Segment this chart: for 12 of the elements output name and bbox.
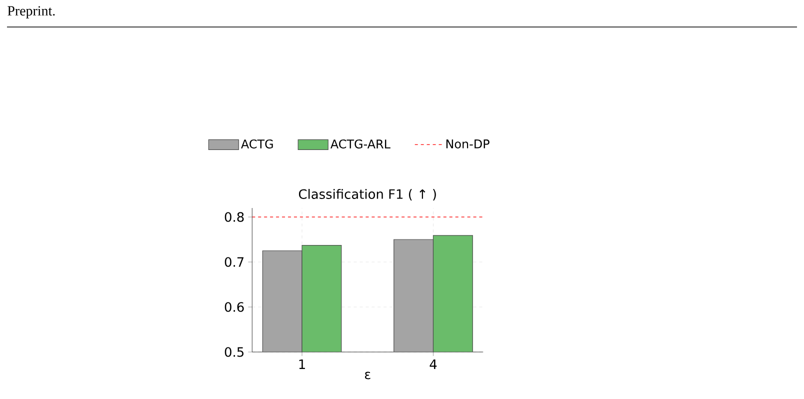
x-axis-title: ε [364,372,370,380]
text: Preprint. [8,6,55,18]
y-tick-label: 0.7 [224,257,244,267]
legend-label: ACTG-ARL [330,139,390,149]
legend-label: ACTG [241,139,273,149]
y-tick-label: 0.6 [224,302,244,312]
legend-label: Non-DP [446,140,490,148]
y-tick-label: 0.8 [224,212,244,222]
x-tick-label: 4 [430,360,437,369]
y-tick-label: 0.5 [224,347,244,357]
chart-title: Classification F1 ( ↑ ) [298,188,436,200]
x-tick-label: 1 [299,360,305,369]
